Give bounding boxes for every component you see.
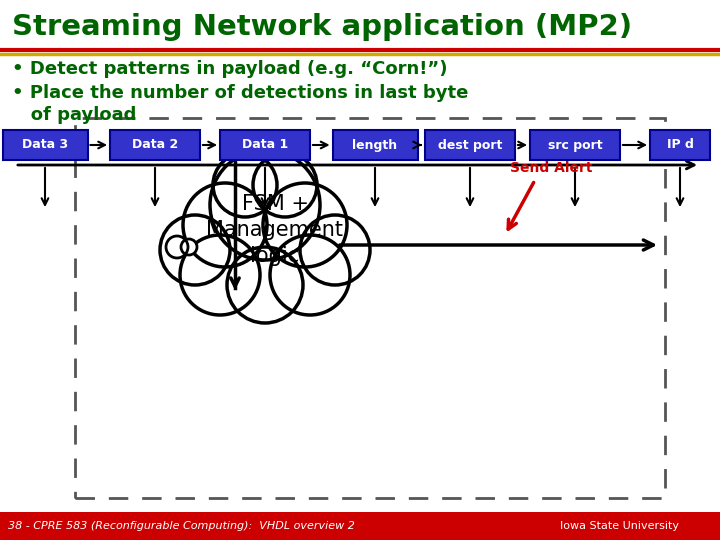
Text: Send Alert: Send Alert — [510, 161, 593, 175]
Text: Iowa State University: Iowa State University — [560, 521, 679, 531]
Text: IP d: IP d — [667, 138, 693, 152]
Text: • Detect patterns in payload (e.g. “Corn!”): • Detect patterns in payload (e.g. “Corn… — [12, 60, 448, 78]
Text: length: length — [352, 138, 397, 152]
Bar — [110, 130, 200, 160]
Circle shape — [160, 215, 230, 285]
Circle shape — [270, 235, 350, 315]
Text: Streaming Network application (MP2): Streaming Network application (MP2) — [12, 13, 632, 41]
Text: Data 2: Data 2 — [132, 138, 178, 152]
Text: dest port: dest port — [438, 138, 502, 152]
Bar — [220, 130, 310, 160]
Circle shape — [166, 236, 188, 258]
Text: Data 1: Data 1 — [242, 138, 288, 152]
Text: 38 - CPRE 583 (Reconfigurable Computing):  VHDL overview 2: 38 - CPRE 583 (Reconfigurable Computing)… — [8, 521, 355, 531]
Bar — [2, 130, 88, 160]
Circle shape — [263, 183, 347, 267]
Text: FSM +
Management
logic: FSM + Management logic — [207, 194, 343, 266]
Text: • Place the number of detections in last byte: • Place the number of detections in last… — [12, 84, 469, 102]
Circle shape — [253, 153, 317, 217]
Bar — [75, 118, 665, 498]
Text: src port: src port — [548, 138, 603, 152]
Text: of payload: of payload — [12, 106, 136, 124]
Bar — [530, 130, 620, 160]
Circle shape — [181, 239, 197, 255]
Circle shape — [183, 183, 267, 267]
Text: Data 3: Data 3 — [22, 138, 68, 152]
Circle shape — [180, 235, 260, 315]
Bar — [650, 130, 710, 160]
Bar — [425, 130, 515, 160]
Circle shape — [300, 215, 370, 285]
Circle shape — [227, 247, 303, 323]
Bar — [0, 512, 720, 540]
Circle shape — [210, 150, 320, 260]
Circle shape — [213, 153, 277, 217]
Bar — [333, 130, 418, 160]
